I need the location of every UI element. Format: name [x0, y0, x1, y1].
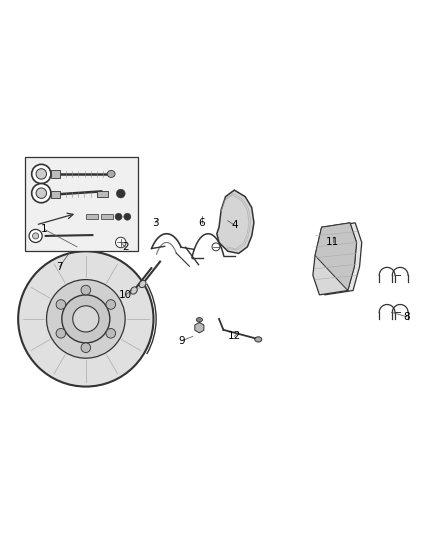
Circle shape	[124, 213, 131, 220]
Text: 8: 8	[403, 312, 410, 322]
Text: 11: 11	[326, 238, 339, 247]
Ellipse shape	[131, 287, 137, 294]
Text: 12: 12	[228, 332, 241, 341]
Circle shape	[36, 188, 46, 198]
Circle shape	[117, 189, 125, 198]
Ellipse shape	[107, 171, 115, 177]
Text: 9: 9	[179, 336, 185, 346]
Ellipse shape	[139, 280, 146, 288]
Bar	[51, 190, 60, 198]
FancyBboxPatch shape	[25, 157, 138, 251]
Circle shape	[36, 169, 46, 179]
Circle shape	[18, 251, 153, 386]
Circle shape	[46, 280, 125, 358]
Text: 7: 7	[57, 262, 63, 271]
Circle shape	[81, 343, 91, 352]
Circle shape	[29, 229, 42, 243]
Ellipse shape	[255, 337, 262, 342]
Text: 6: 6	[198, 218, 205, 228]
Bar	[97, 190, 108, 197]
Circle shape	[116, 237, 126, 248]
Circle shape	[106, 300, 116, 309]
Polygon shape	[313, 223, 357, 295]
Bar	[86, 214, 98, 220]
Polygon shape	[217, 190, 254, 253]
Circle shape	[56, 300, 66, 309]
Text: 1: 1	[41, 224, 48, 235]
Text: 4: 4	[231, 220, 237, 230]
Circle shape	[115, 213, 122, 220]
Bar	[51, 170, 60, 178]
Circle shape	[32, 233, 39, 239]
Text: 2: 2	[122, 242, 128, 252]
Polygon shape	[318, 223, 362, 295]
Circle shape	[212, 243, 220, 251]
Ellipse shape	[196, 318, 202, 322]
Circle shape	[81, 285, 91, 295]
Text: 3: 3	[152, 218, 159, 228]
Circle shape	[56, 328, 66, 338]
Circle shape	[32, 183, 51, 203]
Circle shape	[73, 306, 99, 332]
Bar	[101, 214, 113, 220]
Text: 10: 10	[119, 290, 132, 300]
Circle shape	[32, 164, 51, 183]
Polygon shape	[315, 223, 357, 290]
Circle shape	[62, 295, 110, 343]
Circle shape	[106, 328, 116, 338]
Polygon shape	[195, 322, 204, 333]
